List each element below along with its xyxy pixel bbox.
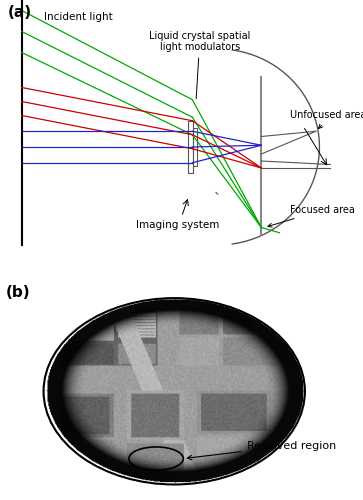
- Text: (a): (a): [7, 5, 31, 20]
- Text: Focused area: Focused area: [268, 205, 355, 227]
- Text: Unfocused areas: Unfocused areas: [290, 110, 363, 128]
- Text: Liquid crystal spatial
light modulators: Liquid crystal spatial light modulators: [149, 31, 250, 98]
- Text: Incident light: Incident light: [44, 12, 112, 22]
- Text: (b): (b): [5, 285, 30, 300]
- Text: Resolved region: Resolved region: [187, 440, 336, 460]
- Bar: [193, 128, 197, 166]
- Bar: [188, 120, 193, 174]
- Text: Imaging system: Imaging system: [136, 220, 220, 230]
